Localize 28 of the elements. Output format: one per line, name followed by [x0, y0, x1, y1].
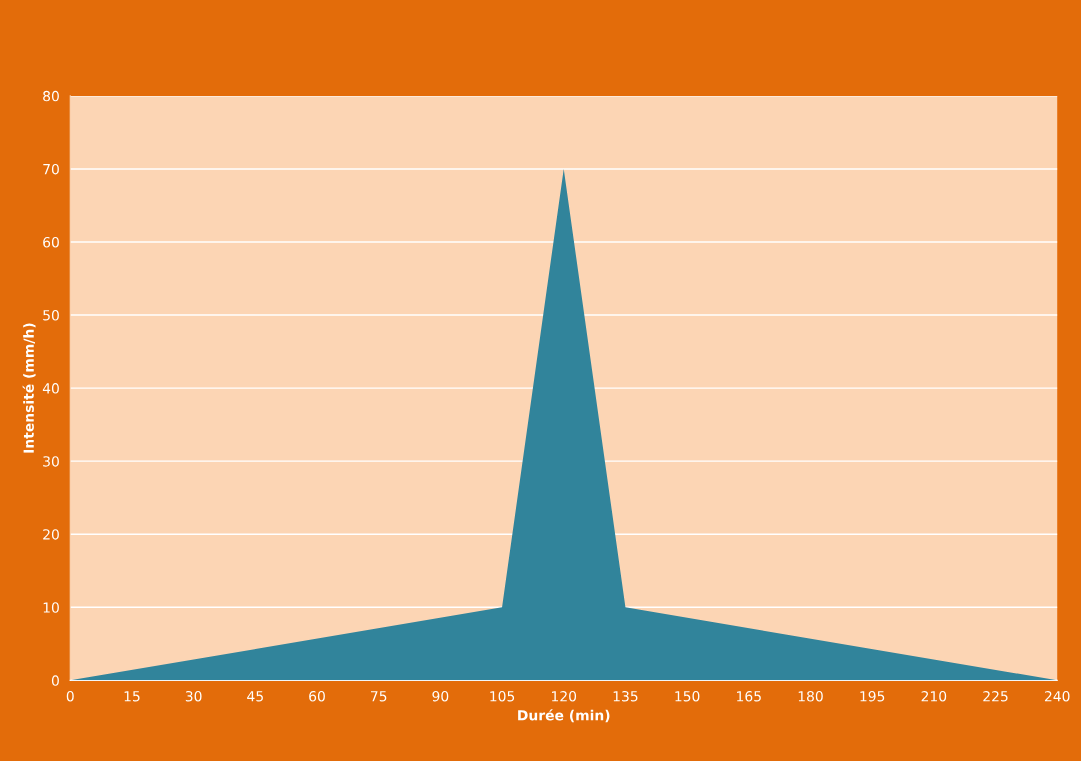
y-tick-label: 40 [42, 383, 59, 394]
x-tick-label: 105 [490, 691, 515, 702]
y-tick-label: 60 [43, 236, 59, 248]
x-tick-label: 180 [798, 691, 823, 702]
x-tick-label: 240 [1044, 691, 1070, 702]
x-tick-label: 30 [185, 691, 202, 702]
x-tick-label: 210 [921, 691, 947, 702]
x-tick-label: 135 [613, 691, 638, 702]
y-tick-label: 20 [43, 529, 59, 540]
x-tick-label: 60 [309, 691, 325, 702]
x-tick-label: 120 [552, 691, 577, 702]
y-tick-label: 30 [43, 456, 59, 467]
y-tick-label: 70 [43, 163, 59, 175]
x-tick-label: 45 [247, 691, 263, 702]
y-axis-title: Intensité (mm/h) [22, 323, 36, 453]
x-axis-title: Durée (min) [518, 709, 610, 723]
y-tick-label: 80 [43, 90, 59, 102]
x-tick-label: 225 [983, 691, 1008, 702]
x-tick-label: 15 [124, 691, 140, 702]
y-tick-label: 50 [43, 310, 59, 321]
y-tick-label: 10 [43, 602, 59, 613]
x-tick-label: 90 [432, 691, 449, 702]
x-tick-label: 195 [860, 691, 885, 702]
x-tick-label: 0 [66, 691, 74, 702]
x-tick-label: 75 [370, 691, 387, 702]
y-tick-label: 0 [51, 675, 59, 686]
x-tick-label: 150 [675, 691, 700, 702]
x-tick-label: 165 [737, 691, 761, 702]
